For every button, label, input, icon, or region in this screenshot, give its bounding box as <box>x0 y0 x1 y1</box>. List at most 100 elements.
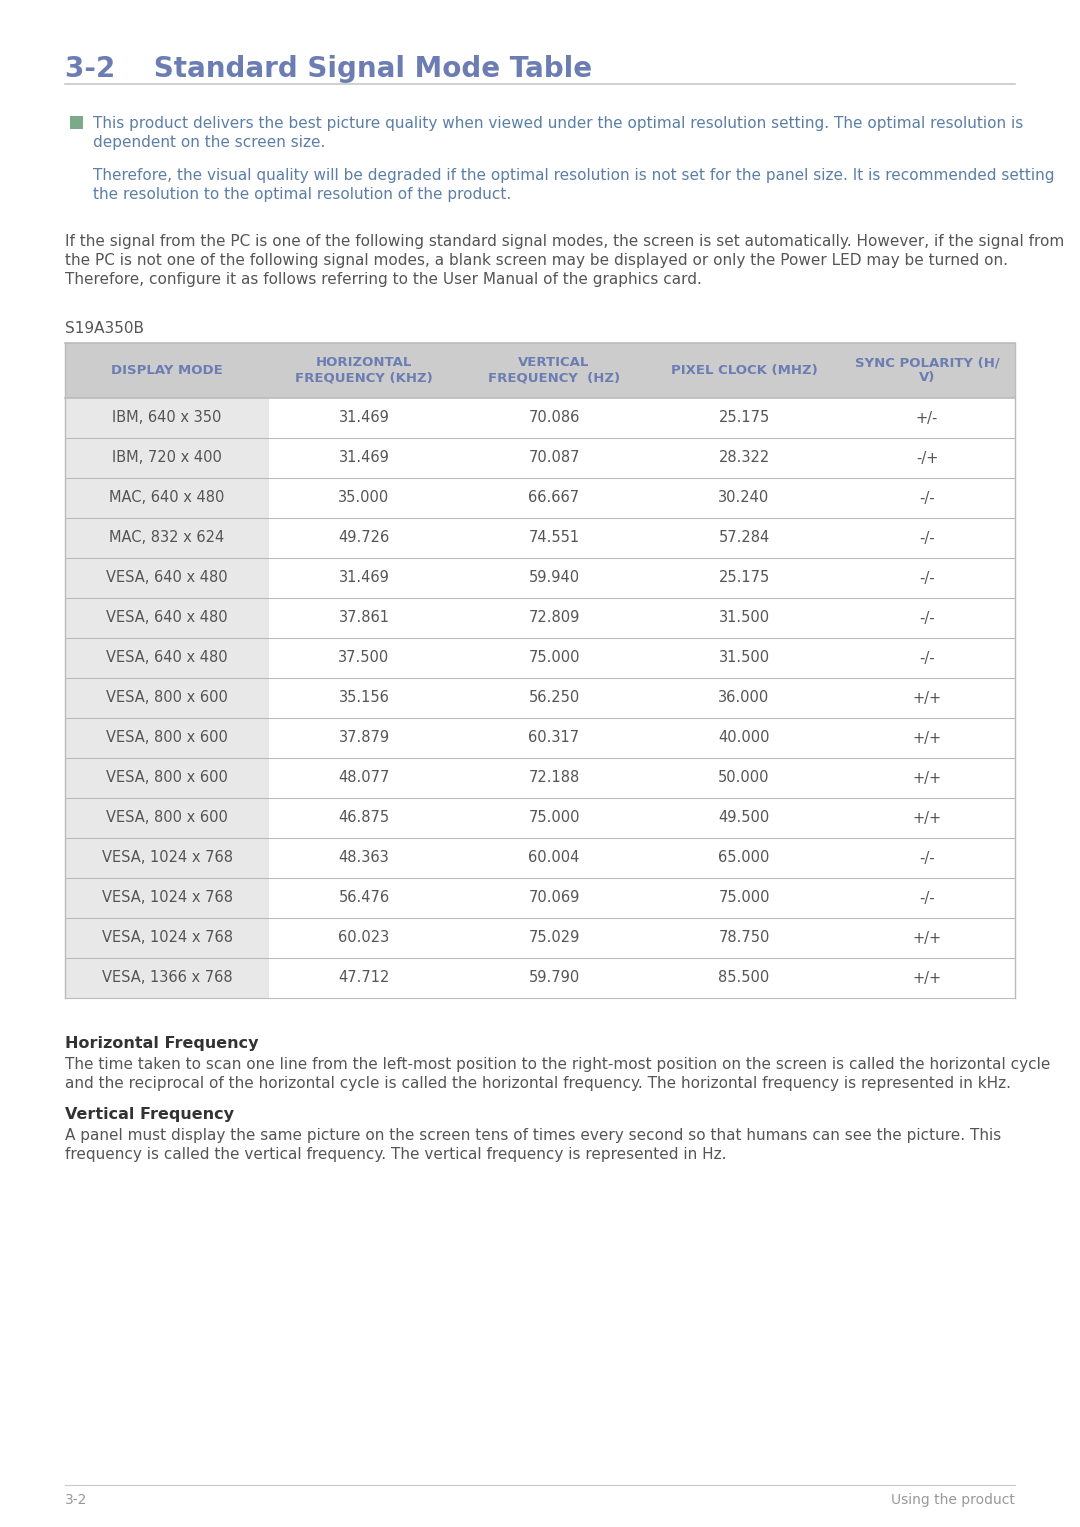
Bar <box>65 918 269 957</box>
Text: 30.240: 30.240 <box>718 490 770 505</box>
Text: the PC is not one of the following signal modes, a blank screen may be displayed: the PC is not one of the following signa… <box>65 253 1008 269</box>
Text: 70.087: 70.087 <box>528 450 580 466</box>
Text: +/+: +/+ <box>913 730 942 745</box>
Text: +/-: +/- <box>916 411 939 426</box>
Text: Therefore, the visual quality will be degraded if the optimal resolution is not : Therefore, the visual quality will be de… <box>93 168 1054 183</box>
Text: 70.086: 70.086 <box>528 411 580 426</box>
Text: dependent on the screen size.: dependent on the screen size. <box>93 134 325 150</box>
Text: VESA, 1024 x 768: VESA, 1024 x 768 <box>102 851 232 866</box>
Bar <box>269 799 1015 838</box>
Bar <box>65 518 269 557</box>
Bar <box>269 838 1015 878</box>
Text: 31.469: 31.469 <box>338 450 390 466</box>
Text: -/-: -/- <box>919 651 935 666</box>
Text: 78.750: 78.750 <box>718 930 770 945</box>
Text: 28.322: 28.322 <box>718 450 770 466</box>
Text: 37.879: 37.879 <box>338 730 390 745</box>
Text: VESA, 1024 x 768: VESA, 1024 x 768 <box>102 930 232 945</box>
Text: 37.861: 37.861 <box>338 611 390 626</box>
Text: 49.726: 49.726 <box>338 530 390 545</box>
Bar <box>65 478 269 518</box>
Text: 72.188: 72.188 <box>528 771 580 785</box>
Text: 31.500: 31.500 <box>718 651 770 666</box>
Text: Therefore, configure it as follows referring to the User Manual of the graphics : Therefore, configure it as follows refer… <box>65 272 702 287</box>
Text: +/+: +/+ <box>913 690 942 705</box>
Text: 37.500: 37.500 <box>338 651 390 666</box>
Text: 65.000: 65.000 <box>718 851 770 866</box>
Text: 31.469: 31.469 <box>338 411 390 426</box>
Text: 50.000: 50.000 <box>718 771 770 785</box>
Bar <box>269 478 1015 518</box>
Bar <box>65 878 269 918</box>
Text: +/+: +/+ <box>913 971 942 985</box>
Text: 75.000: 75.000 <box>528 651 580 666</box>
Text: VESA, 640 x 480: VESA, 640 x 480 <box>106 571 228 585</box>
Text: Using the product: Using the product <box>891 1493 1015 1507</box>
Bar <box>65 757 269 799</box>
Text: 85.500: 85.500 <box>718 971 770 985</box>
Text: 49.500: 49.500 <box>718 811 770 826</box>
Text: SYNC POLARITY (H/
V): SYNC POLARITY (H/ V) <box>854 356 999 385</box>
Bar <box>269 518 1015 557</box>
Bar <box>269 638 1015 678</box>
Text: -/-: -/- <box>919 611 935 626</box>
Text: 3-2: 3-2 <box>65 1493 87 1507</box>
Text: 60.023: 60.023 <box>338 930 390 945</box>
Text: IBM, 640 x 350: IBM, 640 x 350 <box>112 411 221 426</box>
Text: VESA, 800 x 600: VESA, 800 x 600 <box>106 811 228 826</box>
Text: 25.175: 25.175 <box>718 571 770 585</box>
Text: -/-: -/- <box>919 530 935 545</box>
Text: 31.500: 31.500 <box>718 611 770 626</box>
Bar <box>65 599 269 638</box>
Text: -/-: -/- <box>919 571 935 585</box>
Text: VESA, 640 x 480: VESA, 640 x 480 <box>106 611 228 626</box>
Bar <box>65 438 269 478</box>
Bar <box>65 838 269 878</box>
Text: DISPLAY MODE: DISPLAY MODE <box>111 363 222 377</box>
Text: MAC, 640 x 480: MAC, 640 x 480 <box>109 490 225 505</box>
Text: PIXEL CLOCK (MHZ): PIXEL CLOCK (MHZ) <box>671 363 818 377</box>
Text: 35.156: 35.156 <box>338 690 390 705</box>
Text: 59.940: 59.940 <box>528 571 580 585</box>
Text: 59.790: 59.790 <box>528 971 580 985</box>
Text: 25.175: 25.175 <box>718 411 770 426</box>
Bar <box>269 957 1015 999</box>
Text: 66.667: 66.667 <box>528 490 580 505</box>
Text: VESA, 1366 x 768: VESA, 1366 x 768 <box>102 971 232 985</box>
Text: -/+: -/+ <box>916 450 939 466</box>
Text: 57.284: 57.284 <box>718 530 770 545</box>
Text: -/-: -/- <box>919 851 935 866</box>
Text: HORIZONTAL
FREQUENCY (KHZ): HORIZONTAL FREQUENCY (KHZ) <box>295 356 433 385</box>
Text: 48.363: 48.363 <box>339 851 390 866</box>
Text: +/+: +/+ <box>913 771 942 785</box>
Text: 48.077: 48.077 <box>338 771 390 785</box>
Bar <box>65 799 269 838</box>
Text: A panel must display the same picture on the screen tens of times every second s: A panel must display the same picture on… <box>65 1128 1001 1144</box>
Text: VERTICAL
FREQUENCY  (HZ): VERTICAL FREQUENCY (HZ) <box>488 356 620 385</box>
Text: 46.875: 46.875 <box>338 811 390 826</box>
Bar <box>65 399 269 438</box>
Text: MAC, 832 x 624: MAC, 832 x 624 <box>109 530 225 545</box>
Text: 31.469: 31.469 <box>338 571 390 585</box>
Text: the resolution to the optimal resolution of the product.: the resolution to the optimal resolution… <box>93 186 511 202</box>
Bar <box>65 678 269 718</box>
Bar <box>65 957 269 999</box>
Text: 47.712: 47.712 <box>338 971 390 985</box>
Text: If the signal from the PC is one of the following standard signal modes, the scr: If the signal from the PC is one of the … <box>65 234 1064 249</box>
Bar <box>269 878 1015 918</box>
Text: 74.551: 74.551 <box>528 530 580 545</box>
Bar <box>269 599 1015 638</box>
Bar <box>65 718 269 757</box>
Text: VESA, 800 x 600: VESA, 800 x 600 <box>106 690 228 705</box>
Bar <box>70 116 83 128</box>
Text: VESA, 640 x 480: VESA, 640 x 480 <box>106 651 228 666</box>
Text: 35.000: 35.000 <box>338 490 390 505</box>
Text: VESA, 800 x 600: VESA, 800 x 600 <box>106 771 228 785</box>
Bar <box>269 918 1015 957</box>
Text: 40.000: 40.000 <box>718 730 770 745</box>
Text: 56.250: 56.250 <box>528 690 580 705</box>
Text: 72.809: 72.809 <box>528 611 580 626</box>
Bar <box>269 557 1015 599</box>
Text: 70.069: 70.069 <box>528 890 580 906</box>
Text: -/-: -/- <box>919 890 935 906</box>
